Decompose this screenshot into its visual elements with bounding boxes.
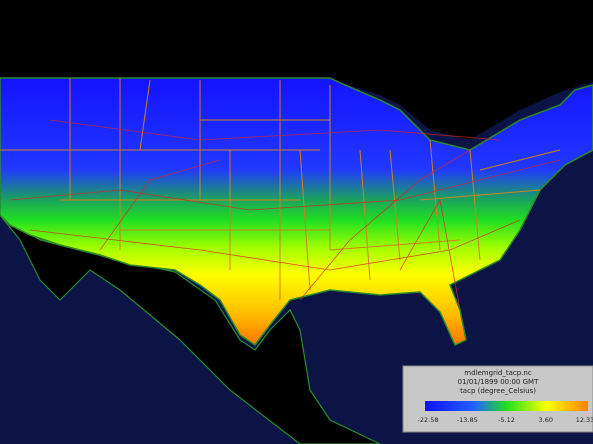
legend-tick-label: -13.85 bbox=[457, 416, 478, 424]
legend: mdlemgrid_tacp.nc 01/01/1899 00:00 GMT t… bbox=[402, 365, 593, 433]
legend-tick-label: -22.58 bbox=[418, 416, 439, 424]
legend-line: 01/01/1899 00:00 GMT bbox=[458, 378, 539, 386]
state-lines bbox=[0, 78, 561, 300]
canada bbox=[0, 0, 593, 140]
legend-line: mdlemgrid_tacp.nc bbox=[464, 369, 532, 377]
legend-tick-label: 3.60 bbox=[539, 416, 553, 424]
legend-tick-label: -5.12 bbox=[498, 416, 515, 424]
legend-ticks: -22.58 -13.85 -5.12 3.60 12.33 bbox=[418, 416, 593, 424]
mexico bbox=[0, 214, 381, 444]
legend-line: tacp (degree_Celsius) bbox=[460, 387, 536, 395]
roads bbox=[9, 119, 561, 311]
usa bbox=[0, 77, 593, 347]
legend-tick-label: 12.33 bbox=[576, 416, 593, 424]
legend-box bbox=[402, 365, 593, 433]
color-bar bbox=[425, 401, 588, 411]
